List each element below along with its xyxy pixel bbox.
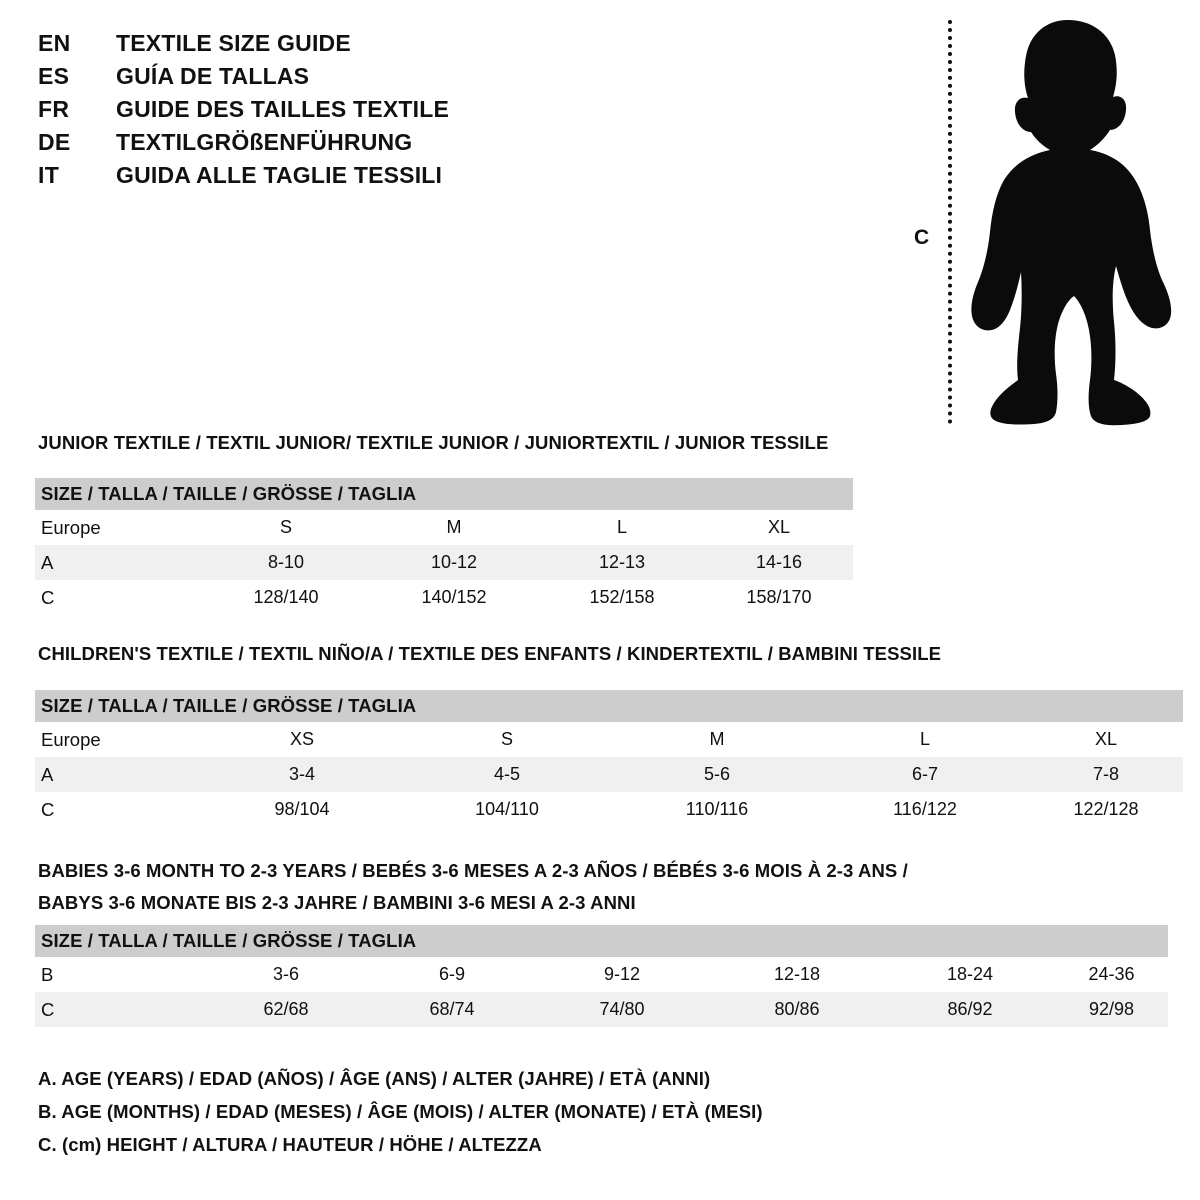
junior-size-m: M: [369, 510, 539, 545]
language-row-de: DE TEXTILGRÖßENFÜHRUNG: [38, 129, 598, 162]
children-size-header-row: Europe XS S M L XL: [35, 722, 1184, 757]
children-size-l: L: [821, 722, 1029, 757]
child-silhouette-icon: [971, 20, 1172, 426]
junior-row-c-m: 140/152: [369, 580, 539, 615]
table-row: B 3-6 6-9 9-12 12-18 18-24 24-36: [35, 957, 1169, 992]
table-row: C 62/68 68/74 74/80 80/86 86/92 92/98: [35, 992, 1169, 1027]
language-header-block: EN TEXTILE SIZE GUIDE ES GUÍA DE TALLAS …: [38, 30, 598, 195]
children-row-a-s: 4-5: [401, 757, 613, 792]
junior-band-row: SIZE / TALLA / TAILLE / GRÖSSE / TAGLIA: [35, 478, 854, 510]
section-title-babies-line1: BABIES 3-6 MONTH TO 2-3 YEARS / BEBÉS 3-…: [38, 860, 908, 881]
children-row-a-xl: 7-8: [1029, 757, 1184, 792]
language-text-it: GUIDA ALLE TAGLIE TESSILI: [116, 162, 443, 188]
junior-row-a-xl: 14-16: [705, 545, 854, 580]
babies-row-b-c6: 24-36: [1055, 957, 1169, 992]
children-row-c-l: 116/122: [821, 792, 1029, 827]
children-row-a-m: 5-6: [613, 757, 821, 792]
babies-size-table: SIZE / TALLA / TAILLE / GRÖSSE / TAGLIA …: [35, 925, 1169, 1027]
babies-row-b-c3: 9-12: [535, 957, 709, 992]
babies-band-label: SIZE / TALLA / TAILLE / GRÖSSE / TAGLIA: [35, 925, 1169, 957]
language-text-fr: GUIDE DES TAILLES TEXTILE: [116, 96, 449, 122]
children-row-c-label: C: [35, 792, 203, 827]
legend-row-b: B. AGE (MONTHS) / EDAD (MESES) / ÂGE (MO…: [38, 1101, 763, 1122]
section-title-babies-line2: BABYS 3-6 MONATE BIS 2-3 JAHRE / BAMBINI…: [38, 892, 636, 913]
babies-row-c-c5: 86/92: [885, 992, 1055, 1027]
section-title-children: CHILDREN'S TEXTILE / TEXTIL NIÑO/A / TEX…: [38, 643, 942, 664]
language-row-en: EN TEXTILE SIZE GUIDE: [38, 30, 598, 63]
section-title-junior: JUNIOR TEXTILE / TEXTIL JUNIOR/ TEXTILE …: [38, 432, 829, 453]
legend-row-c: C. (cm) HEIGHT / ALTURA / HAUTEUR / HÖHE…: [38, 1134, 542, 1155]
language-row-es: ES GUÍA DE TALLAS: [38, 63, 598, 96]
children-size-m: M: [613, 722, 821, 757]
language-row-it: IT GUIDA ALLE TAGLIE TESSILI: [38, 162, 598, 195]
height-dotted-line: [948, 20, 952, 424]
table-row: C 128/140 140/152 152/158 158/170: [35, 580, 854, 615]
babies-row-c-c1: 62/68: [203, 992, 369, 1027]
language-code-fr: FR: [38, 96, 70, 122]
babies-row-c-c6: 92/98: [1055, 992, 1169, 1027]
table-row: A 8-10 10-12 12-13 14-16: [35, 545, 854, 580]
babies-row-b-c4: 12-18: [709, 957, 885, 992]
children-size-table: SIZE / TALLA / TAILLE / GRÖSSE / TAGLIA …: [35, 690, 1184, 827]
legend-block: A. AGE (YEARS) / EDAD (AÑOS) / ÂGE (ANS)…: [38, 1068, 1038, 1167]
table-row: C 98/104 104/110 110/116 116/122 122/128: [35, 792, 1184, 827]
language-code-de: DE: [38, 129, 71, 155]
babies-row-b-label: B: [35, 957, 203, 992]
language-code-en: EN: [38, 30, 71, 56]
children-row-a-l: 6-7: [821, 757, 1029, 792]
babies-band-row: SIZE / TALLA / TAILLE / GRÖSSE / TAGLIA: [35, 925, 1169, 957]
junior-size-xl: XL: [705, 510, 854, 545]
children-size-xl: XL: [1029, 722, 1184, 757]
children-row-c-m: 110/116: [613, 792, 821, 827]
language-text-es: GUÍA DE TALLAS: [116, 63, 310, 89]
section-title-babies: BABIES 3-6 MONTH TO 2-3 YEARS / BEBÉS 3-…: [38, 855, 1178, 919]
language-text-en: TEXTILE SIZE GUIDE: [116, 30, 351, 56]
babies-row-c-c4: 80/86: [709, 992, 885, 1027]
children-band-row: SIZE / TALLA / TAILLE / GRÖSSE / TAGLIA: [35, 690, 1184, 722]
language-text-de: TEXTILGRÖßENFÜHRUNG: [116, 129, 413, 155]
babies-row-c-label: C: [35, 992, 203, 1027]
babies-row-c-c3: 74/80: [535, 992, 709, 1027]
junior-size-l: L: [539, 510, 705, 545]
children-region-label: Europe: [35, 722, 203, 757]
children-size-xs: XS: [203, 722, 401, 757]
language-row-fr: FR GUIDE DES TAILLES TEXTILE: [38, 96, 598, 129]
babies-row-b-c1: 3-6: [203, 957, 369, 992]
babies-row-b-c5: 18-24: [885, 957, 1055, 992]
junior-row-c-s: 128/140: [203, 580, 369, 615]
junior-row-a-l: 12-13: [539, 545, 705, 580]
junior-row-a-label: A: [35, 545, 203, 580]
children-row-a-label: A: [35, 757, 203, 792]
junior-band-label: SIZE / TALLA / TAILLE / GRÖSSE / TAGLIA: [35, 478, 854, 510]
height-measurement-figure: C: [900, 8, 1190, 428]
junior-row-a-m: 10-12: [369, 545, 539, 580]
junior-size-s: S: [203, 510, 369, 545]
language-code-it: IT: [38, 162, 60, 188]
children-row-c-xl: 122/128: [1029, 792, 1184, 827]
children-row-a-xs: 3-4: [203, 757, 401, 792]
junior-region-label: Europe: [35, 510, 203, 545]
children-size-s: S: [401, 722, 613, 757]
junior-row-c-l: 152/158: [539, 580, 705, 615]
measurement-label-c: C: [914, 226, 930, 249]
children-band-label: SIZE / TALLA / TAILLE / GRÖSSE / TAGLIA: [35, 690, 1184, 722]
children-row-c-xs: 98/104: [203, 792, 401, 827]
junior-size-header-row: Europe S M L XL: [35, 510, 854, 545]
junior-row-c-label: C: [35, 580, 203, 615]
children-row-c-s: 104/110: [401, 792, 613, 827]
babies-row-b-c2: 6-9: [369, 957, 535, 992]
language-code-es: ES: [38, 63, 70, 89]
legend-row-a: A. AGE (YEARS) / EDAD (AÑOS) / ÂGE (ANS)…: [38, 1068, 711, 1089]
junior-size-table: SIZE / TALLA / TAILLE / GRÖSSE / TAGLIA …: [35, 478, 854, 615]
babies-row-c-c2: 68/74: [369, 992, 535, 1027]
junior-row-c-xl: 158/170: [705, 580, 854, 615]
table-row: A 3-4 4-5 5-6 6-7 7-8: [35, 757, 1184, 792]
junior-row-a-s: 8-10: [203, 545, 369, 580]
